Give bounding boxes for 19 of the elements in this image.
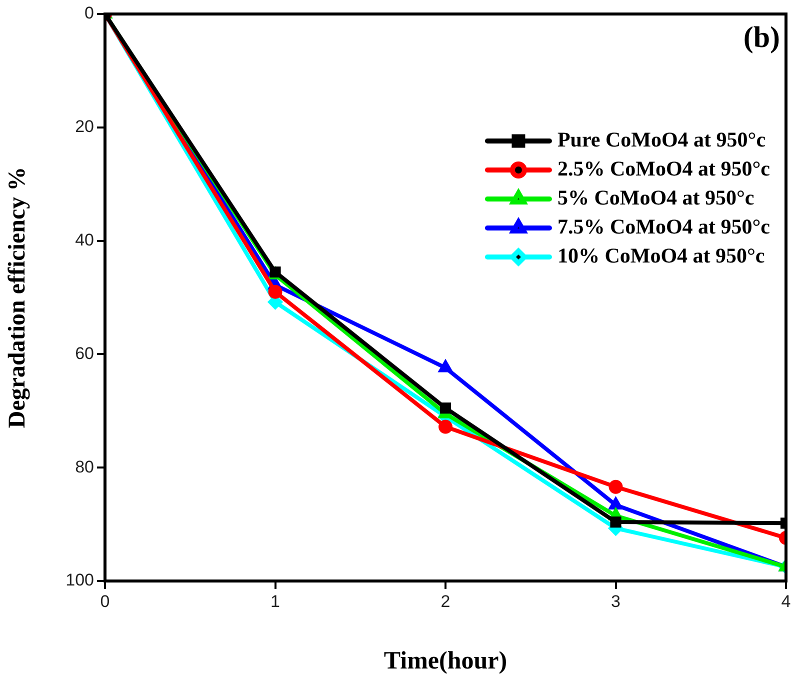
y-tick-label: 80 [75, 457, 94, 476]
legend-label: 2.5% CoMoO4 at 950°c [557, 156, 770, 180]
legend-label: 7.5% CoMoO4 at 950°c [557, 214, 770, 238]
x-axis-title: Time(hour) [384, 647, 508, 674]
y-axis-title: Degradation efficiency % [4, 166, 31, 428]
legend-label: 5% CoMoO4 at 950°c [557, 185, 754, 210]
x-tick-label: 1 [270, 592, 280, 611]
x-tick-label: 2 [440, 592, 450, 611]
y-tick-label: 20 [75, 117, 94, 136]
y-tick-label: 100 [66, 570, 94, 590]
x-tick-label: 0 [100, 592, 110, 611]
y-tick-label: 0 [84, 4, 94, 23]
annotation: (b) [743, 20, 780, 54]
y-tick-label: 60 [75, 344, 94, 363]
x-tick-label: 3 [611, 592, 620, 611]
legend-label: Pure CoMoO4 at 950°c [557, 127, 766, 152]
y-tick-label: 40 [75, 230, 94, 250]
legend-label: 10% CoMoO4 at 950°c [557, 243, 765, 268]
x-tick-label: 4 [781, 592, 791, 611]
